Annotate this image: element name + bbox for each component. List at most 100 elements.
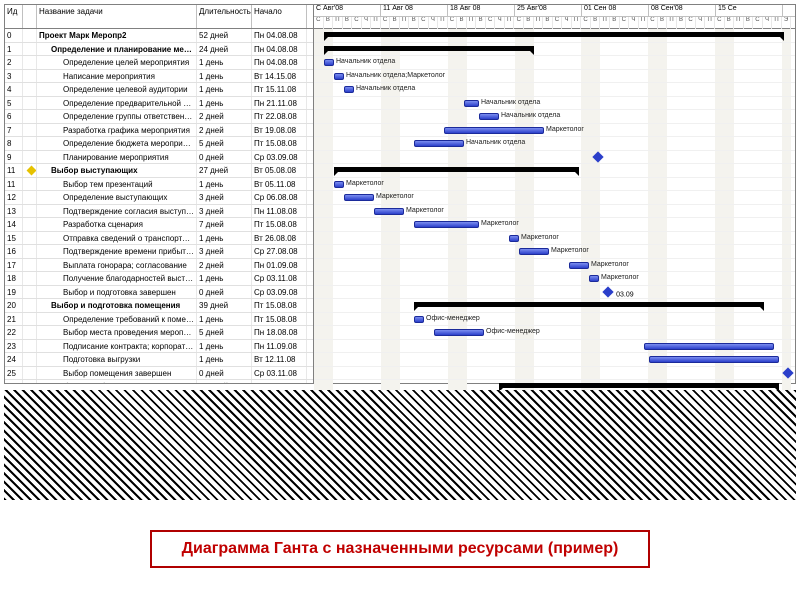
day-label: С bbox=[753, 17, 763, 29]
chart-row: Маркетолог bbox=[314, 191, 795, 205]
task-bar[interactable]: Начальник отдела bbox=[414, 140, 464, 147]
milestone-icon[interactable] bbox=[592, 151, 603, 162]
table-row[interactable]: 1Определение и планирование мероприят24 … bbox=[5, 43, 313, 57]
table-row[interactable]: 24Подготовка выгрузки1 деньВт 12.11.08 bbox=[5, 353, 313, 367]
day-label: Ч bbox=[362, 17, 372, 29]
summary-bar[interactable] bbox=[324, 32, 784, 37]
table-row[interactable]: 7Разработка графика мероприятия2 днейВт … bbox=[5, 124, 313, 138]
chart-row bbox=[314, 353, 795, 367]
task-bar[interactable] bbox=[644, 343, 774, 350]
day-label: П bbox=[572, 17, 582, 29]
day-label: С bbox=[352, 17, 362, 29]
table-row[interactable]: 11Выбор тем презентаций1 деньВт 05.11.08 bbox=[5, 178, 313, 192]
cell-info bbox=[23, 83, 37, 96]
chart-row: Маркетолог bbox=[314, 232, 795, 246]
table-row[interactable]: 0Проект Марк Меропр252 днейПн 04.08.08 bbox=[5, 29, 313, 43]
bar-label: 03.09 bbox=[616, 291, 634, 298]
note-icon bbox=[27, 166, 37, 176]
col-id[interactable]: Ид bbox=[5, 5, 23, 28]
day-label: Ч bbox=[495, 17, 505, 29]
table-row[interactable]: 4Определение целевой аудитории1 деньПт 1… bbox=[5, 83, 313, 97]
table-row[interactable]: 11Выбор выступающих27 днейВт 05.08.08 bbox=[5, 164, 313, 178]
col-info[interactable] bbox=[23, 5, 37, 28]
day-label: В bbox=[476, 17, 486, 29]
cell-id: 24 bbox=[5, 353, 23, 366]
summary-bar[interactable] bbox=[414, 302, 764, 307]
table-row[interactable]: 2Определение целей мероприятия1 деньПн 0… bbox=[5, 56, 313, 70]
col-start[interactable]: Начало bbox=[252, 5, 307, 28]
cell-duration: 1 день bbox=[197, 56, 252, 69]
table-row[interactable]: 19Выбор и подготовка завершен0 днейСр 03… bbox=[5, 286, 313, 300]
bar-label: Начальник отдела bbox=[501, 112, 560, 119]
table-row[interactable]: 5Определение предварительной даты и врем… bbox=[5, 97, 313, 111]
cell-duration: 0 дней bbox=[197, 367, 252, 380]
cell-info bbox=[23, 245, 37, 258]
table-row[interactable]: 25Выбор помещения завершен0 днейСр 03.11… bbox=[5, 367, 313, 381]
milestone-icon[interactable] bbox=[782, 367, 793, 378]
task-bar[interactable]: Маркетолог bbox=[509, 235, 519, 242]
table-row[interactable]: 6Определение группы ответственных2 днейП… bbox=[5, 110, 313, 124]
table-row[interactable]: 18Получение благодарностей выступающих д… bbox=[5, 272, 313, 286]
task-bar[interactable]: Маркетолог bbox=[414, 221, 479, 228]
summary-bar[interactable] bbox=[499, 383, 779, 388]
bar-label: Маркетолог bbox=[481, 220, 519, 227]
table-row[interactable]: 26Выбор службы и поставки продукции и уп… bbox=[5, 380, 313, 383]
day-label: В bbox=[390, 17, 400, 29]
task-bar[interactable]: Маркетолог bbox=[334, 181, 344, 188]
task-bar[interactable]: Начальник отдела bbox=[324, 59, 334, 66]
cell-name: Подготовка выгрузки bbox=[37, 353, 197, 366]
day-label: В bbox=[725, 17, 735, 29]
cell-duration: 5 дней bbox=[197, 326, 252, 339]
table-row[interactable]: 20Выбор и подготовка помещения39 днейПт … bbox=[5, 299, 313, 313]
chart-area[interactable]: Начальник отделаНачальник отдела;Маркето… bbox=[314, 29, 795, 407]
cell-id: 12 bbox=[5, 191, 23, 204]
chart-row: Начальник отдела bbox=[314, 110, 795, 124]
day-label: П bbox=[639, 17, 649, 29]
col-duration[interactable]: Длительность bbox=[197, 5, 252, 28]
table-row[interactable]: 16Подтверждение времени прибытия выступ3… bbox=[5, 245, 313, 259]
cell-start: Пн 04.08.08 bbox=[252, 56, 307, 69]
day-label: Ч bbox=[629, 17, 639, 29]
chart-row: Маркетолог bbox=[314, 178, 795, 192]
table-row[interactable]: 21Определение требований к помещению1 де… bbox=[5, 313, 313, 327]
day-label: В bbox=[591, 17, 601, 29]
table-row[interactable]: 3Написание мероприятия1 деньВт 14.15.08 bbox=[5, 70, 313, 84]
cell-start: Вт 26.08.08 bbox=[252, 232, 307, 245]
table-row[interactable]: 13Подтверждение согласия выступающих; пр… bbox=[5, 205, 313, 219]
chart-row bbox=[314, 29, 795, 43]
summary-bar[interactable] bbox=[334, 167, 579, 172]
table-row[interactable]: 14Разработка сценария7 днейПт 15.08.08 bbox=[5, 218, 313, 232]
cell-id: 11 bbox=[5, 178, 23, 191]
table-row[interactable]: 9Планирование мероприятия0 днейСр 03.09.… bbox=[5, 151, 313, 165]
task-bar[interactable]: Начальник отдела;Маркетолог bbox=[334, 73, 344, 80]
table-row[interactable]: 22Выбор места проведения мероприятия5 дн… bbox=[5, 326, 313, 340]
task-bar[interactable]: Маркетолог bbox=[519, 248, 549, 255]
gantt-window: Ид Название задачи Длительность Начало 0… bbox=[4, 4, 796, 384]
cell-start: Пт 15.08.08 bbox=[252, 313, 307, 326]
task-bar[interactable]: Начальник отдела bbox=[344, 86, 354, 93]
task-bar[interactable]: Маркетолог bbox=[589, 275, 599, 282]
task-bar[interactable] bbox=[649, 356, 779, 363]
cell-id: 22 bbox=[5, 326, 23, 339]
task-bar[interactable]: Маркетолог bbox=[569, 262, 589, 269]
summary-bar[interactable] bbox=[324, 46, 534, 51]
table-row[interactable]: 15Отправка сведений о транспорте планов1… bbox=[5, 232, 313, 246]
cell-duration: 27 дней bbox=[197, 164, 252, 177]
col-name[interactable]: Название задачи bbox=[37, 5, 197, 28]
table-row[interactable]: 8Определение бюджета мероприятия5 днейПт… bbox=[5, 137, 313, 151]
task-bar[interactable]: Офис-менеджер bbox=[414, 316, 424, 323]
chart-row bbox=[314, 299, 795, 313]
milestone-icon[interactable]: 03.09 bbox=[602, 286, 613, 297]
task-bar[interactable]: Начальник отдела bbox=[479, 113, 499, 120]
table-row[interactable]: 12Определение выступающих3 днейСр 06.08.… bbox=[5, 191, 313, 205]
task-bar[interactable]: Маркетолог bbox=[344, 194, 374, 201]
table-row[interactable]: 23Подписание контракта; корпоративные1 д… bbox=[5, 340, 313, 354]
task-bar[interactable]: Маркетолог bbox=[374, 208, 404, 215]
task-bar[interactable]: Маркетолог bbox=[444, 127, 544, 134]
task-bar[interactable]: Офис-менеджер bbox=[434, 329, 484, 336]
day-label: П bbox=[438, 17, 448, 29]
task-bar[interactable]: Начальник отдела bbox=[464, 100, 479, 107]
table-row[interactable]: 17Выплата гонорара; согласование2 днейПн… bbox=[5, 259, 313, 273]
cell-start: Ср 27.08.08 bbox=[252, 245, 307, 258]
cell-info bbox=[23, 313, 37, 326]
